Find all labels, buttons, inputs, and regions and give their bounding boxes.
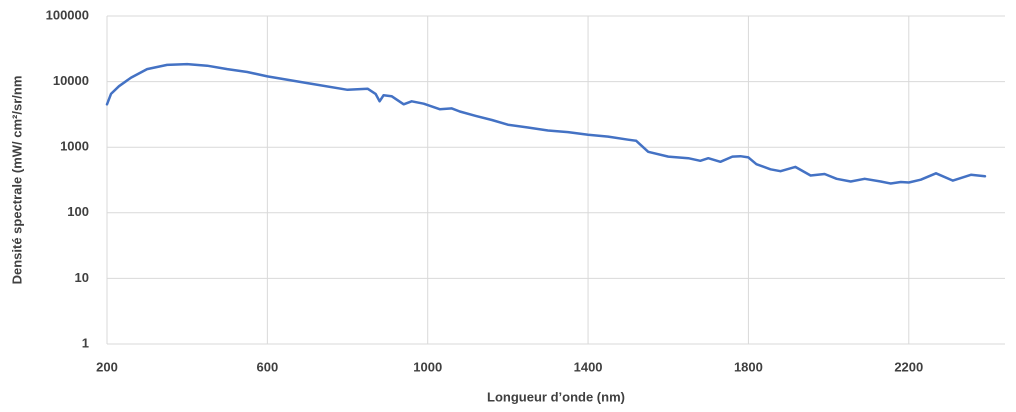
x-tick-label: 1800 xyxy=(734,359,763,374)
y-axis-label: Densité spectrale (mW/ cm²/sr/nm xyxy=(9,76,24,285)
y-tick-label: 1 xyxy=(82,335,89,350)
x-tick-label: 200 xyxy=(96,359,118,374)
x-tick-label: 1000 xyxy=(413,359,442,374)
y-tick-label: 100 xyxy=(67,204,89,219)
y-tick-label: 1000 xyxy=(60,139,89,154)
y-tick-label: 10 xyxy=(75,270,89,285)
x-tick-label: 1400 xyxy=(574,359,603,374)
x-tick-label: 2200 xyxy=(894,359,923,374)
x-axis-label: Longueur d’onde (nm) xyxy=(487,389,625,404)
data-line xyxy=(105,62,987,185)
y-tick-label: 100000 xyxy=(46,7,89,22)
y-tick-label: 10000 xyxy=(53,73,89,88)
x-tick-label: 600 xyxy=(257,359,279,374)
